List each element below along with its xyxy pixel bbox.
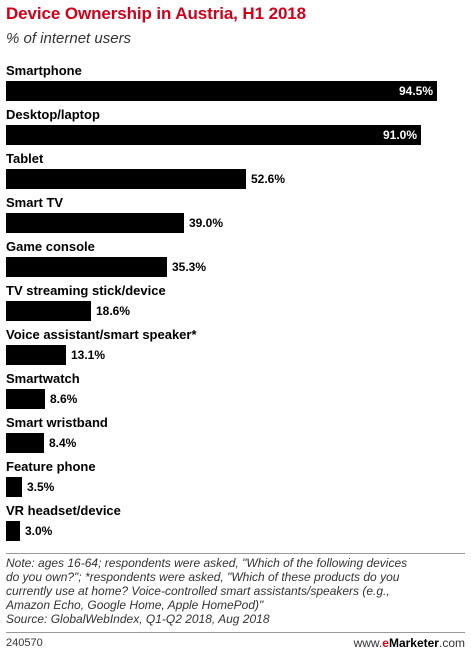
value-label: 39.0%: [189, 216, 224, 230]
bar-row: Smart wristband 8.4%: [0, 412, 471, 456]
bar: [6, 345, 66, 365]
bar: [6, 521, 20, 541]
category-label: Smartwatch: [6, 371, 80, 386]
bar-row: Smart TV 39.0%: [0, 192, 471, 236]
category-label: Feature phone: [6, 459, 96, 474]
value-label: 18.6%: [96, 304, 131, 318]
brand-name: Marketer: [388, 636, 439, 650]
bar-row: Desktop/laptop 91.0%: [0, 104, 471, 148]
brand-e: e: [382, 636, 389, 650]
chart-subtitle: % of internet users: [6, 30, 132, 47]
value-label: 8.4%: [49, 436, 77, 450]
bar-row: Smartphone 94.5%: [0, 60, 471, 104]
bar-row: VR headset/device 3.0%: [0, 500, 471, 544]
footnote-divider: [6, 553, 465, 554]
bar-chart: Smartphone 94.5% Desktop/laptop 91.0% Tablet…: [0, 60, 471, 550]
bar-row: Smartwatch 8.6%: [0, 368, 471, 412]
chart-id: 240570: [6, 637, 43, 649]
bar-row: Voice assistant/smart speaker* 13.1%: [0, 324, 471, 368]
footnote: Note: ages 16-64; respondents were asked…: [6, 556, 466, 626]
category-label: Tablet: [6, 151, 44, 166]
value-label: 35.3%: [172, 260, 207, 274]
category-label: TV streaming stick/device: [6, 283, 166, 298]
category-label: Smartphone: [6, 63, 82, 78]
brand-prefix: www.: [353, 636, 383, 650]
value-label: 3.0%: [25, 524, 53, 538]
bar: [6, 81, 437, 101]
bar-row: TV streaming stick/device 18.6%: [0, 280, 471, 324]
bar-row: Tablet 52.6%: [0, 148, 471, 192]
chart-title: Device Ownership in Austria, H1 2018: [6, 4, 307, 23]
bar: [6, 169, 246, 189]
bar: [6, 389, 45, 409]
category-label: Smart wristband: [6, 415, 108, 430]
footer-divider: [6, 632, 465, 633]
value-label: 91.0%: [382, 128, 417, 142]
bar-row: Game console 35.3%: [0, 236, 471, 280]
footnote-line: do you own?"; *respondents were asked, "…: [6, 570, 400, 584]
brand-suffix: .com: [438, 636, 465, 650]
bar-row: Feature phone 3.5%: [0, 456, 471, 500]
value-label: 94.5%: [398, 84, 433, 98]
value-label: 3.5%: [27, 480, 55, 494]
category-label: Game console: [6, 239, 95, 254]
bar: [6, 433, 44, 453]
bar: [6, 301, 91, 321]
value-label: 13.1%: [71, 348, 106, 362]
category-label: Voice assistant/smart speaker*: [6, 327, 197, 342]
footnote-line: Source: GlobalWebIndex, Q1-Q2 2018, Aug …: [6, 612, 270, 626]
bar: [6, 125, 421, 145]
bar: [6, 477, 22, 497]
bar: [6, 257, 167, 277]
footnote-line: currently use at home? Voice-controlled …: [6, 584, 390, 598]
category-label: Smart TV: [6, 195, 64, 210]
value-label: 8.6%: [50, 392, 78, 406]
bar: [6, 213, 184, 233]
footnote-line: Amazon Echo, Google Home, Apple HomePod)…: [6, 598, 264, 612]
footnote-line: Note: ages 16-64; respondents were asked…: [6, 556, 408, 570]
emarketer-logo: www.eMarketer.com: [354, 636, 465, 650]
value-label: 52.6%: [251, 172, 286, 186]
category-label: Desktop/laptop: [6, 107, 100, 122]
category-label: VR headset/device: [6, 503, 121, 518]
